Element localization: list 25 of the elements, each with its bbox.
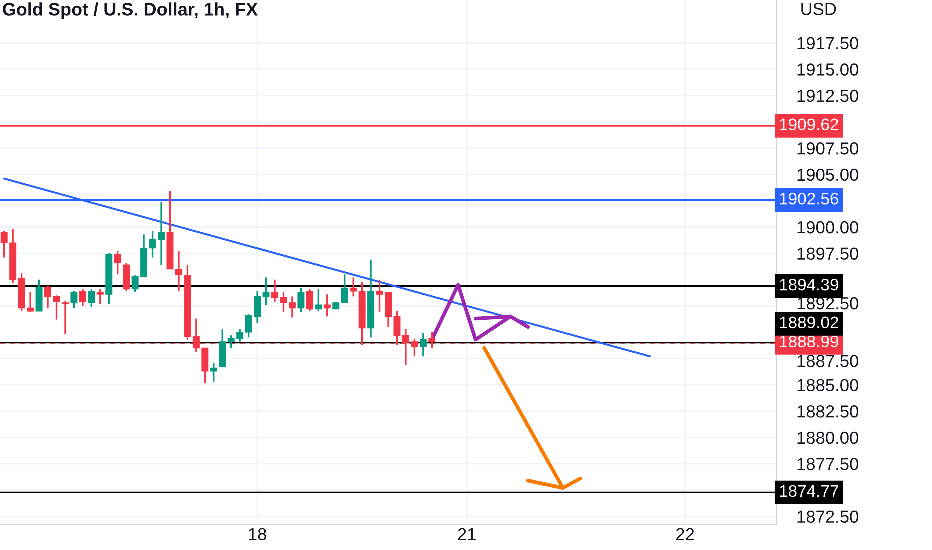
- x-tick-label: 21: [458, 528, 476, 540]
- y-tick-label: 1880.00: [798, 432, 859, 444]
- y-tick-label: 1877.50: [798, 458, 859, 470]
- y-axis-title: USD: [802, 3, 836, 16]
- ref-line-label: 1902.56: [780, 192, 839, 205]
- y-tick-label: 1887.50: [798, 355, 859, 368]
- y-tick-label: 1917.50: [798, 37, 859, 50]
- legend-label: 1889.02: [780, 316, 838, 329]
- ref-line-label: 1888.99: [780, 336, 838, 348]
- x-tick-label: 22: [676, 528, 694, 540]
- ref-line-label: 1909.62: [780, 118, 838, 131]
- y-tick-label: 1882.50: [798, 406, 859, 418]
- chart-title: Gold Spot / U.S. Dollar, 1h, FX: [3, 2, 258, 20]
- y-tick-label: 1905.00: [798, 168, 859, 182]
- y-tick-label: 1892.50: [798, 297, 859, 310]
- y-tick-label: 1897.50: [798, 248, 859, 260]
- y-tick-label: 1912.50: [798, 90, 859, 102]
- ref-line-label: 1894.39: [780, 278, 838, 291]
- ref-line-label: 1874.77: [780, 485, 838, 498]
- x-tick-label: 18: [249, 528, 266, 541]
- y-tick-label: 1872.50: [798, 510, 859, 524]
- y-tick-label: 1885.00: [798, 379, 859, 392]
- y-tick-label: 1907.50: [798, 142, 859, 155]
- y-tick-label: 1915.00: [798, 64, 859, 76]
- y-tick-label: 1900.00: [798, 221, 859, 234]
